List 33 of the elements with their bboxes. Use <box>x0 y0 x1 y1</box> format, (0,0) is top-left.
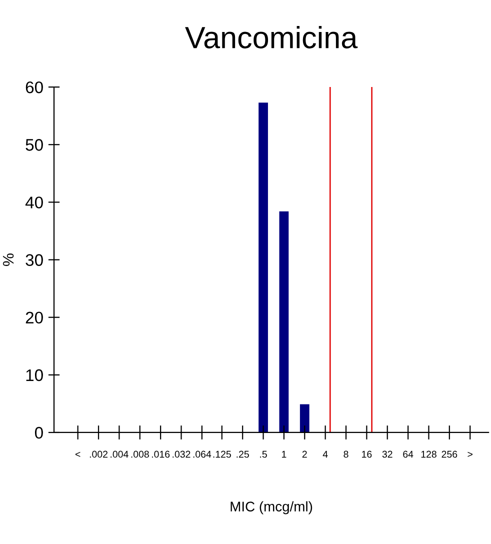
bar <box>300 404 310 432</box>
bar <box>279 211 289 432</box>
x-tick-label: 16 <box>362 450 372 458</box>
x-tick-label: 256 <box>442 450 458 458</box>
x-tick-label: 4 <box>322 450 328 458</box>
y-axis-title: % <box>2 254 14 266</box>
x-tick-label: .032 <box>172 450 190 458</box>
y-tick-label: 20 <box>26 312 43 324</box>
x-tick-label: .004 <box>110 450 128 458</box>
x-tick-label: 32 <box>382 450 392 458</box>
x-axis-title: MIC (mcg/ml) <box>230 501 312 514</box>
bar <box>258 102 268 432</box>
x-tick-label: .002 <box>90 450 108 458</box>
x-tick-label: 2 <box>302 450 307 458</box>
x-tick-label: 64 <box>403 450 414 458</box>
y-tick-label: 50 <box>26 139 43 151</box>
y-tick-label: 0 <box>34 426 43 439</box>
y-tick-label: 10 <box>26 369 43 382</box>
x-tick-label: 1 <box>282 450 286 458</box>
x-tick-label: 128 <box>421 450 436 458</box>
x-tick-label: .5 <box>260 450 267 458</box>
x-tick-label: 8 <box>344 450 348 458</box>
y-tick-label: 40 <box>25 196 43 208</box>
x-tick-label: .008 <box>131 450 149 458</box>
y-tick-label: 60 <box>26 81 43 94</box>
x-tick-label: .125 <box>213 450 231 458</box>
x-tick-label: .064 <box>193 450 212 458</box>
chart-title: Vancomicina <box>185 26 358 48</box>
y-tick-label: 30 <box>26 254 43 266</box>
x-tick-label: .016 <box>152 450 170 458</box>
x-tick-label: > <box>468 452 472 457</box>
x-tick-label: .25 <box>236 450 249 458</box>
x-tick-label: < <box>75 452 80 457</box>
